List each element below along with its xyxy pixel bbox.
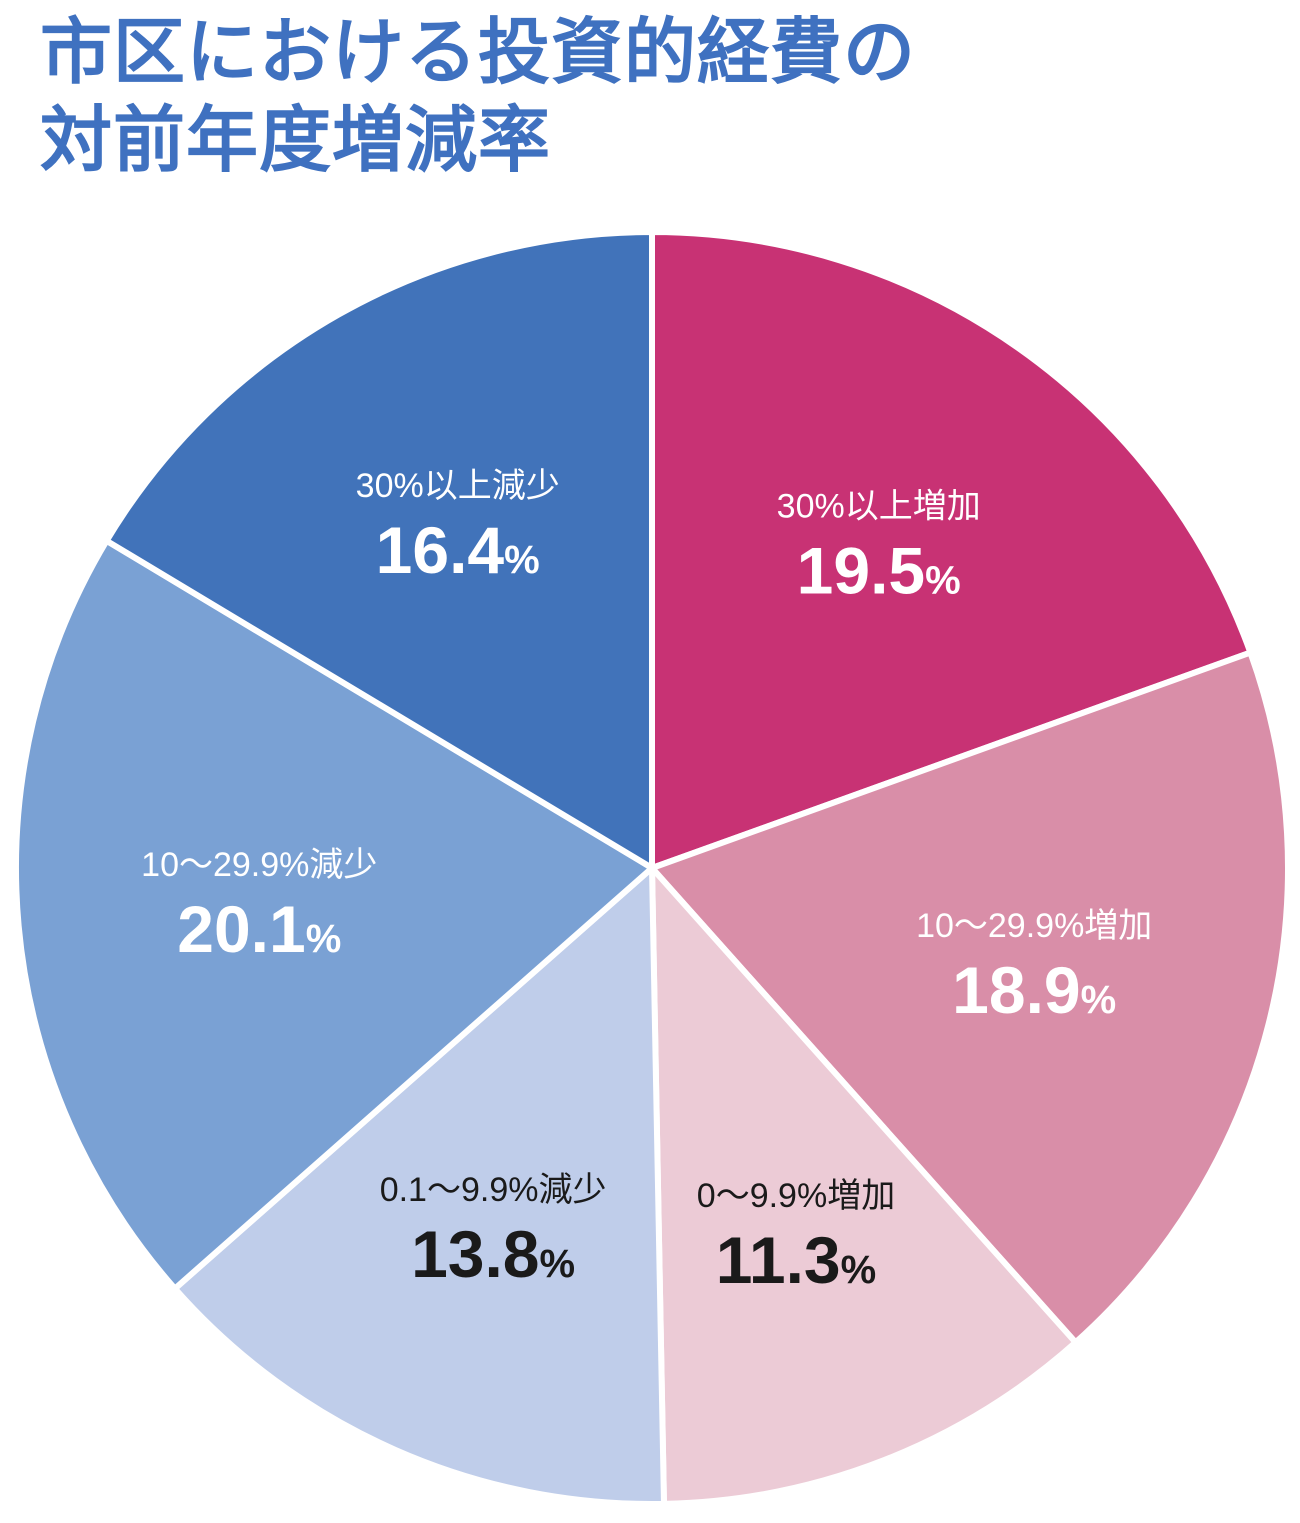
pie-slice-2	[649, 865, 1079, 1507]
pie-slice-0	[649, 229, 1254, 871]
slice-value-1: 18.9%	[952, 953, 1116, 1027]
slice-label-0: 30%以上増加	[777, 487, 981, 525]
pie-labels: 30%以上増加 19.5% 10〜29.9%増加 18.9% 0〜9.9%増加 11.3%…	[141, 467, 1152, 1297]
pie-slice-3	[171, 865, 667, 1507]
slice-label-5: 30%以上減少	[356, 467, 560, 505]
slice-label-3: 0.1〜9.9%減少	[380, 1171, 607, 1209]
chart-title: 市区における投資的経費の 対前年度増減率	[40, 8, 916, 184]
slice-value-4: 20.1%	[177, 892, 341, 966]
slice-value-3: 13.8%	[411, 1217, 575, 1291]
pie-slice-4	[13, 537, 655, 1292]
slice-label-2: 0〜9.9%増加	[697, 1177, 895, 1215]
slice-value-5: 16.4%	[376, 513, 540, 587]
chart-title-line-1: 市区における投資的経費の	[40, 10, 917, 94]
slice-label-1: 10〜29.9%増加	[916, 907, 1152, 945]
slice-value-2: 11.3%	[716, 1223, 876, 1297]
slice-value-0: 19.5%	[797, 533, 961, 607]
pie-slices	[13, 229, 1291, 1507]
pie-slice-1	[649, 649, 1291, 1346]
slice-label-4: 10〜29.9%減少	[141, 846, 377, 884]
chart-title-line-2: 対前年度増減率	[40, 98, 552, 182]
pie-slice-5	[103, 229, 655, 871]
